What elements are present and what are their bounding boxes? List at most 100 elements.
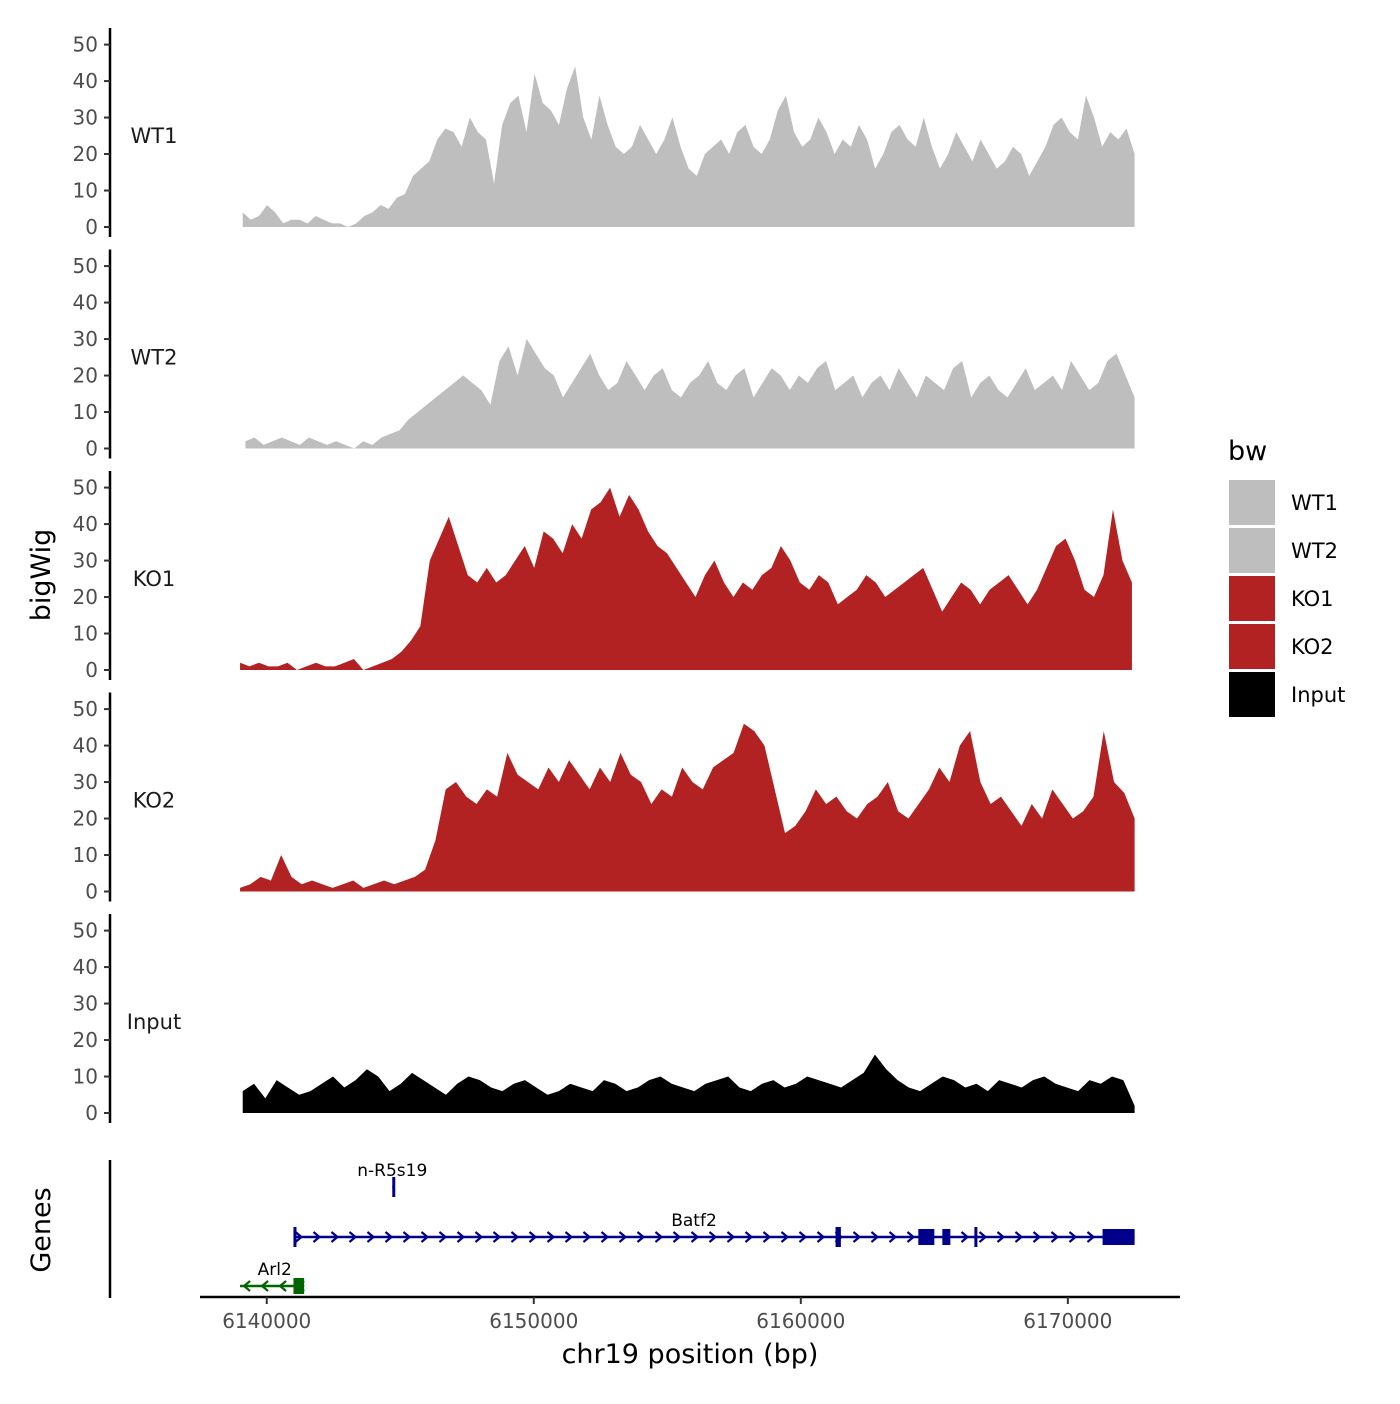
strand-arrow: [978, 1231, 988, 1243]
strand-arrow: [564, 1231, 574, 1243]
gene-label: n-R5s19: [357, 1161, 427, 1181]
strand-arrow: [852, 1231, 862, 1243]
strand-arrow: [492, 1231, 502, 1243]
y-tick-label: 30: [73, 549, 98, 573]
y-tick-label: 30: [73, 327, 98, 351]
gene-label: Batf2: [671, 1211, 717, 1231]
strand-arrow: [708, 1231, 718, 1243]
y-tick-label: 30: [73, 770, 98, 794]
strand-arrow: [726, 1231, 736, 1243]
x-axis-title: chr19 position (bp): [562, 1339, 819, 1370]
track-ko2: 0 10 20 30 40 50 KO2: [73, 692, 1135, 904]
gene-arl2: Arl2: [240, 1260, 305, 1294]
strand-arrow: [762, 1231, 772, 1243]
coverage-tracks: 0 10 20 30 40 50 WT1 0 10 20 30 40 50 WT2 0 10 20 30 40 50 K…: [73, 28, 1135, 1125]
y-tick-label: 20: [73, 1028, 98, 1052]
strand-arrow: [906, 1231, 916, 1243]
legend-swatch-ko1: [1229, 576, 1275, 621]
y-tick-label: 0: [85, 437, 98, 461]
exon: [918, 1229, 935, 1245]
y-tick-label: 10: [73, 622, 98, 646]
y-tick-label: 40: [73, 69, 98, 93]
gene-track: n-R5s19 Batf2 Arl2: [108, 1160, 1135, 1298]
y-axis-title: bigWig: [26, 529, 57, 622]
y-tick-label: 10: [73, 179, 98, 203]
y-tick-label: 40: [73, 512, 98, 536]
exon: [942, 1229, 951, 1245]
exon: [293, 1278, 305, 1294]
legend-swatch-wt2: [1229, 528, 1275, 573]
y-tick-label: 10: [73, 1065, 98, 1089]
track-label: KO2: [133, 789, 176, 813]
legend-label: WT1: [1291, 491, 1338, 515]
strand-arrow: [744, 1231, 754, 1243]
legend-label: Input: [1291, 683, 1345, 707]
y-tick-label: 10: [73, 400, 98, 424]
strand-arrow: [456, 1231, 466, 1243]
y-tick-label: 10: [73, 843, 98, 867]
y-tick-label: 0: [85, 215, 98, 239]
y-tick-label: 0: [85, 880, 98, 904]
coverage-area-ko2: [240, 723, 1135, 892]
strand-arrow: [366, 1231, 376, 1243]
strand-arrow: [312, 1231, 322, 1243]
strand-arrow: [330, 1231, 340, 1243]
y-tick-label: 40: [73, 291, 98, 315]
legend-title: bw: [1228, 436, 1267, 467]
y-tick-label: 20: [73, 364, 98, 388]
gene-label: Arl2: [258, 1260, 292, 1280]
legend-swatch-wt1: [1229, 480, 1275, 525]
y-tick-label: 40: [73, 955, 98, 979]
strand-arrow: [510, 1231, 520, 1243]
genes-axis-title: Genes: [26, 1187, 57, 1272]
strand-arrow: [816, 1231, 826, 1243]
strand-arrow: [888, 1231, 898, 1243]
y-tick-label: 20: [73, 142, 98, 166]
y-tick-label: 30: [73, 106, 98, 130]
coverage-area-wt2: [245, 339, 1135, 449]
strand-arrow: [402, 1231, 412, 1243]
track-label: WT2: [131, 346, 178, 370]
y-tick-label: 30: [73, 992, 98, 1016]
coverage-area-wt1: [242, 66, 1135, 227]
strand-arrow: [780, 1231, 790, 1243]
strand-arrow: [996, 1231, 1006, 1243]
strand-arrow: [384, 1231, 394, 1243]
coverage-area-input: [242, 1054, 1135, 1113]
strand-arrow: [636, 1231, 646, 1243]
exon: [392, 1177, 396, 1197]
strand-arrow: [348, 1231, 358, 1243]
y-tick-label: 50: [73, 697, 98, 721]
strand-arrow: [438, 1231, 448, 1243]
x-tick-label: 6150000: [489, 1309, 578, 1333]
exon: [974, 1227, 978, 1247]
gene-batf2: Batf2: [293, 1211, 1135, 1247]
strand-arrow: [798, 1231, 808, 1243]
track-wt1: 0 10 20 30 40 50 WT1: [73, 28, 1135, 239]
strand-arrow: [960, 1231, 970, 1243]
exon: [293, 1227, 297, 1247]
strand-arrow: [1014, 1231, 1024, 1243]
x-tick-label: 6140000: [222, 1309, 311, 1333]
strand-arrow: [618, 1231, 628, 1243]
strand-arrow: [294, 1231, 304, 1243]
exon: [1102, 1229, 1135, 1245]
x-tick-label: 6160000: [756, 1309, 845, 1333]
strand-arrow: [690, 1231, 700, 1243]
legend-swatch-ko2: [1229, 624, 1275, 669]
track-label: KO1: [133, 567, 176, 591]
strand-arrow: [672, 1231, 682, 1243]
strand-arrow: [1032, 1231, 1042, 1243]
exon: [835, 1227, 841, 1247]
strand-arrow: [242, 1280, 251, 1292]
y-tick-label: 0: [85, 658, 98, 682]
legend-label: WT2: [1291, 539, 1338, 563]
track-ko1: 0 10 20 30 40 50 KO1: [73, 471, 1132, 682]
coverage-area-ko1: [240, 487, 1132, 670]
track-label: Input: [127, 1010, 181, 1034]
strand-arrow: [582, 1231, 592, 1243]
strand-arrow: [1068, 1231, 1078, 1243]
legend: bw WT1 WT2 KO1 KO2 Input: [1228, 436, 1345, 717]
